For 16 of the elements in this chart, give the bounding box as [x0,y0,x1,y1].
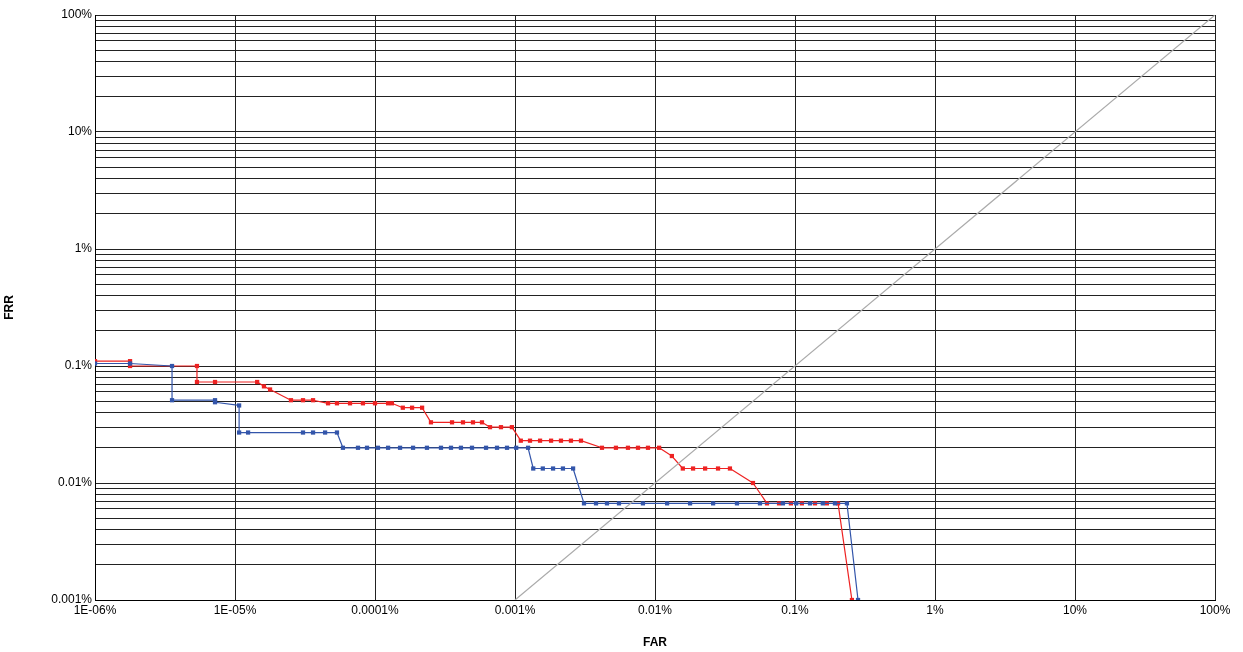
x-tick-label: 100% [1199,602,1231,617]
y-tick-label: 100% [61,7,93,22]
x-axis-title: FAR [643,635,668,650]
y-axis-title: FRR [1,294,16,320]
y-tick-label: 10% [67,124,93,139]
x-tick-label: 1E-05% [213,602,257,617]
x-tick-label: 1% [926,602,944,617]
x-tick-label: 0.001% [494,602,536,617]
x-tick-label: 0.01% [637,602,673,617]
y-tick-label: 0.1% [64,358,93,373]
x-tick-label: 1E-06% [73,602,117,617]
y-tick-label: 1% [74,241,93,256]
x-tick-label: 10% [1062,602,1088,617]
x-tick-label: 0.0001% [351,602,400,617]
x-tick-label: 0.1% [781,602,809,617]
y-tick-label: 0.01% [57,475,93,490]
